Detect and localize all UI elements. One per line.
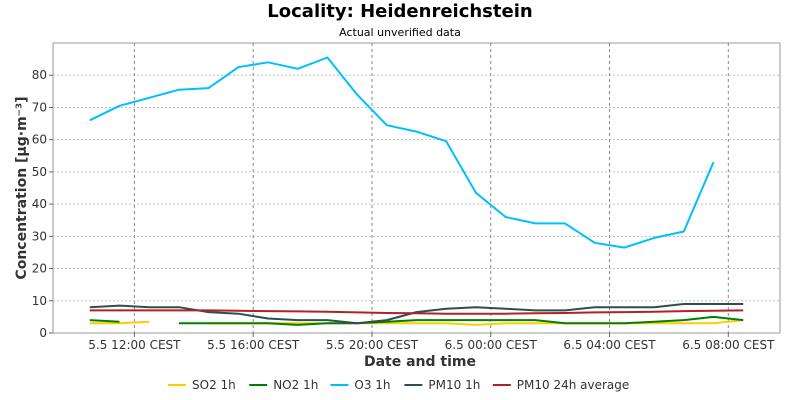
y-axis-title: Concentration [µg·m⁻³]	[14, 96, 30, 279]
y-tick-label: 0	[39, 326, 47, 340]
x-axis-title: Date and time	[364, 354, 476, 370]
series-so2-1h	[89, 319, 744, 326]
x-tick-label: 5.5 12:00 CEST	[88, 338, 181, 352]
legend-label: O3 1h	[354, 378, 390, 392]
y-tick-label: 50	[32, 165, 47, 179]
chart-title: Locality: Heidenreichstein	[267, 1, 532, 22]
series-no2-1h	[89, 315, 744, 326]
legend-label: PM10 1h	[428, 378, 480, 392]
series-line	[89, 320, 150, 325]
series-line	[89, 56, 715, 249]
series-line	[89, 309, 744, 315]
x-tick-label: 6.5 00:00 CEST	[445, 338, 538, 352]
series-line	[89, 319, 120, 323]
plot-area	[52, 42, 781, 334]
series-o3-1h	[89, 56, 715, 249]
series-layer	[89, 56, 744, 326]
legend-label: PM10 24h average	[517, 378, 630, 392]
y-tick-label: 70	[32, 100, 47, 114]
x-tick-label: 5.5 20:00 CEST	[326, 338, 419, 352]
x-tick-label: 6.5 04:00 CEST	[563, 338, 656, 352]
legend-item: PM10 1h	[404, 378, 480, 392]
series-pm10-24h-average	[89, 309, 744, 315]
grid-lines	[53, 43, 780, 333]
series-line	[178, 315, 744, 326]
series-line	[208, 319, 744, 326]
chart-subtitle: Actual unverified data	[339, 26, 461, 39]
legend-item: NO2 1h	[249, 378, 318, 392]
y-tick-label: 40	[32, 197, 47, 211]
legend-label: NO2 1h	[273, 378, 318, 392]
legend: SO2 1h NO2 1h O3 1h PM10 1h PM10 24h average	[168, 378, 629, 392]
y-tick-label: 80	[32, 68, 47, 82]
legend-item: O3 1h	[330, 378, 391, 392]
legend-item: SO2 1h	[168, 378, 236, 392]
x-tick-label: 6.5 08:00 CEST	[682, 338, 775, 352]
x-tick-label: 5.5 16:00 CEST	[207, 338, 300, 352]
axes: 0 10 20 30 40 50 60 70 80 5.5 12:00 CEST 5.5 16:00…	[32, 68, 775, 352]
legend-item: PM10 24h average	[492, 378, 630, 392]
legend-label: SO2 1h	[192, 378, 236, 392]
y-tick-label: 20	[32, 262, 47, 276]
y-tick-label: 30	[32, 229, 47, 243]
y-tick-label: 60	[32, 133, 47, 147]
y-tick-label: 10	[32, 294, 47, 308]
